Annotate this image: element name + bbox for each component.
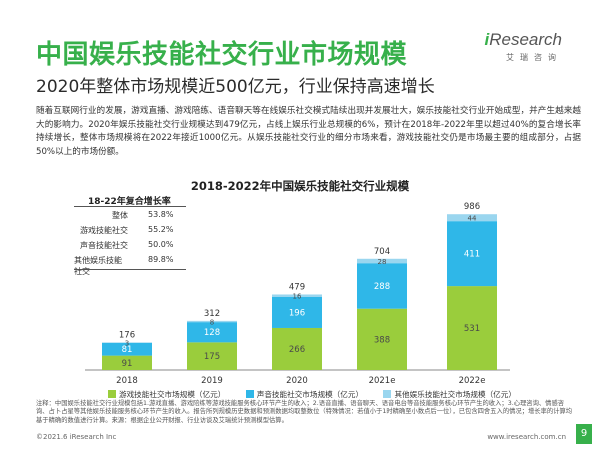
bar-segment [272,327,322,370]
growth-rate-row: 声音技能社交 50.0% [74,240,186,252]
bar-value-label: 91 [122,359,133,369]
x-tick-label: 2018 [116,376,138,386]
page-number: 9 [576,424,592,444]
growth-rate-value: 89.8% [148,255,174,264]
bar-total-label: 986 [464,202,480,212]
x-tick-label: 2020 [286,376,308,386]
bar-value-label: 531 [464,324,480,334]
logo-subtitle: 艾瑞咨询 [506,53,562,62]
growth-rate-row: 其他娱乐技能社交 89.8% [74,255,186,276]
page-title: 中国娱乐技能社交行业市场规模 [36,40,408,70]
footer-website[interactable]: www.iresearch.com.cn [487,433,566,441]
bar-segment [272,294,322,298]
bar-segment [102,342,152,356]
x-tick-label: 2019 [201,376,223,386]
bar-value-label: 388 [374,335,390,345]
growth-rate-divider-bottom [74,269,186,270]
bar-total-label: 479 [289,282,305,292]
bar-value-label: 28 [378,258,387,266]
growth-rate-label: 游戏技能社交 [80,226,128,235]
growth-rate-value: 55.2% [148,225,174,234]
footer-copyright: ©2021.6 iResearch Inc [36,433,117,441]
intro-paragraph: 随着互联网行业的发展，游戏直播、游戏陪练、语音聊天等在线娱乐社交模式陆续出现并发… [36,106,581,157]
growth-rate-row: 整体 53.8% [74,210,186,222]
bar-value-label: 128 [204,328,220,338]
bar-segment [447,286,497,370]
x-tick-label: 2022e [459,376,486,386]
bar-segment [272,297,322,328]
iresearch-logo: iResearch 艾瑞咨询 [484,30,563,62]
bar-total-label: 704 [374,247,390,257]
bar-value-label: 8 [210,318,214,326]
bar-segment [187,342,237,370]
bar-value-label: 411 [464,250,480,260]
growth-rate-value: 50.0% [148,240,174,249]
bar-segment [102,355,152,370]
growth-rate-label: 声音技能社交 [80,241,128,250]
growth-rate-row: 游戏技能社交 55.2% [74,225,186,237]
bar-total-label: 176 [119,330,135,340]
chart-notes: 注释：中国娱乐技能社交行业规模包括1.游戏直播、游戏陪练等游戏技能服务核心环节产… [36,400,573,424]
bar-value-label: 44 [468,215,477,223]
bar-segment [187,322,237,343]
chart-legend: 游戏技能社交市场规模（亿元） 声音技能社交市场规模（亿元） 其他娱乐技能社交市场… [108,389,534,400]
x-tick-label: 2021e [369,376,396,386]
bar-value-label: 81 [122,345,133,355]
bar-segment [447,214,497,222]
growth-rate-value: 53.8% [148,210,174,219]
bar-value-label: 175 [204,352,220,362]
legend-swatch [108,390,116,398]
bar-value-label: 288 [374,282,390,292]
growth-rate-label: 整体 [112,211,128,220]
legend-swatch [245,390,254,398]
bar-value-label: 266 [289,345,305,355]
legend-item-other: 其他娱乐技能社交市场规模（亿元） [383,389,516,400]
bar-total-label: 312 [204,309,220,319]
bar-segment [357,263,407,309]
growth-rate-label: 其他娱乐技能社交 [74,256,122,276]
bar-segment [187,320,237,323]
legend-item-voice: 声音技能社交市场规模（亿元） [245,389,363,400]
bar-segment [357,308,407,370]
bar-value-label: 3 [125,340,129,348]
bar-value-label: 16 [293,293,302,301]
growth-rate-title: 18-22年复合增长率 [88,197,171,207]
bar-segment [357,258,407,264]
growth-rate-divider-top [74,206,186,207]
bar-value-label: 196 [289,308,305,318]
chart-title: 2018-2022年中国娱乐技能社交行业规模 [190,179,410,193]
page-subtitle: 2020年整体市场规模近500亿元，行业保持高速增长 [36,77,435,97]
bar-segment [447,221,497,287]
legend-item-game: 游戏技能社交市场规模（亿元） [108,389,225,400]
legend-swatch [383,390,392,398]
